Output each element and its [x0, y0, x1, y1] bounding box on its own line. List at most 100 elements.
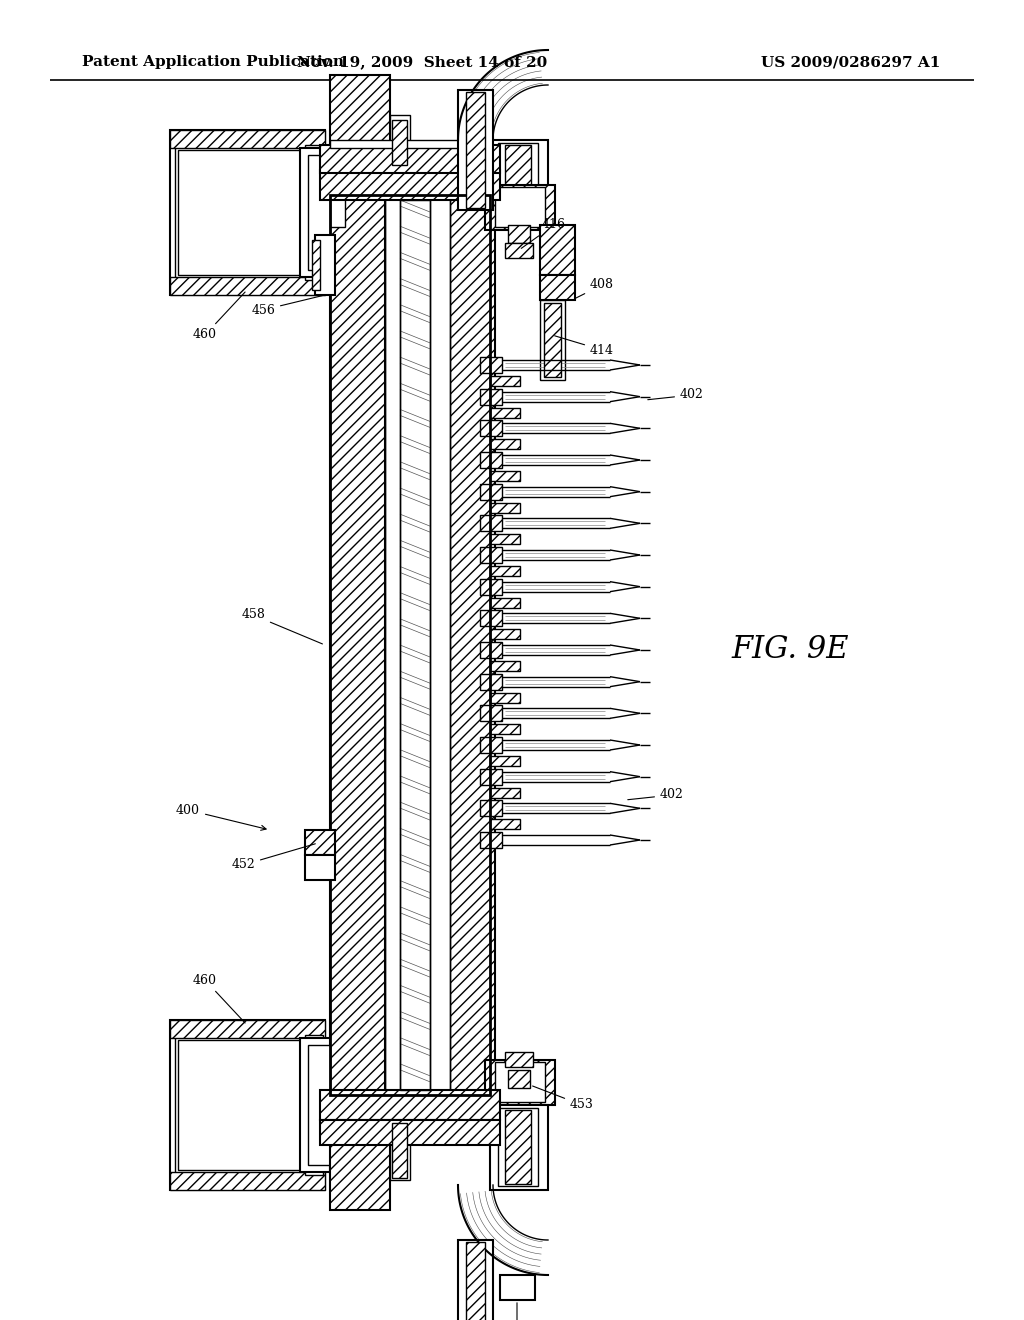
Bar [308, 1045, 330, 1166]
Bar [480, 832, 502, 847]
Text: 456: 456 [251, 296, 323, 317]
Bar [508, 1071, 530, 1088]
Bar [458, 90, 493, 210]
Bar [490, 471, 520, 480]
Bar [305, 145, 323, 280]
Bar [170, 1020, 325, 1038]
Text: 458: 458 [241, 609, 323, 644]
Bar [319, 145, 500, 173]
Bar [480, 705, 502, 721]
Bar [480, 737, 502, 752]
Bar [175, 135, 319, 290]
Bar [319, 197, 345, 227]
Text: 414: 414 [555, 335, 614, 356]
Text: 408: 408 [574, 279, 614, 298]
Bar [178, 1040, 317, 1170]
Bar [390, 1119, 410, 1180]
Text: 404: 404 [505, 1303, 529, 1320]
Text: FIG. 9E: FIG. 9E [731, 635, 849, 665]
Bar [490, 140, 548, 224]
Bar [490, 725, 520, 734]
Bar [490, 788, 520, 797]
Bar [330, 75, 390, 170]
Bar [305, 1035, 323, 1175]
Bar [480, 420, 502, 437]
Bar [466, 1242, 485, 1320]
Bar [490, 820, 520, 829]
Bar [540, 275, 575, 300]
Bar [325, 249, 330, 271]
Bar [392, 120, 407, 165]
Bar [490, 503, 520, 512]
Bar [490, 408, 520, 417]
Bar [490, 1105, 548, 1191]
Bar [498, 1107, 538, 1185]
Bar [480, 673, 502, 689]
Bar [319, 1090, 500, 1119]
Bar [319, 1119, 500, 1144]
Bar [480, 642, 502, 657]
Bar [392, 1123, 407, 1177]
Text: 400: 400 [176, 804, 266, 830]
Bar [450, 195, 495, 1096]
Bar [480, 578, 502, 595]
Bar [495, 1063, 545, 1102]
Bar [325, 154, 330, 176]
Bar [480, 768, 502, 784]
Bar [170, 129, 325, 148]
Bar [490, 535, 520, 544]
Bar [505, 145, 531, 219]
Bar [485, 185, 555, 230]
Bar [490, 566, 520, 576]
Bar [544, 304, 561, 378]
Bar [480, 388, 502, 405]
Bar [170, 129, 325, 294]
Text: 402: 402 [628, 788, 684, 801]
Bar [305, 855, 335, 880]
Bar [490, 756, 520, 766]
Bar [319, 1090, 345, 1119]
Bar [540, 224, 575, 275]
Bar [508, 224, 530, 243]
Bar [325, 1045, 330, 1065]
Text: 460: 460 [193, 974, 245, 1023]
Bar [400, 201, 430, 1090]
Bar [390, 115, 410, 170]
Text: 453: 453 [532, 1086, 594, 1111]
Bar [300, 148, 330, 277]
Bar [170, 1020, 325, 1191]
Text: 416: 416 [521, 219, 566, 248]
Text: 402: 402 [648, 388, 703, 401]
Bar [330, 195, 385, 1096]
Bar [505, 1110, 531, 1184]
Bar [315, 235, 335, 294]
Bar [490, 376, 520, 385]
Bar [480, 610, 502, 626]
Bar [308, 154, 330, 271]
Bar [330, 195, 490, 1096]
Bar [490, 630, 520, 639]
Bar [325, 1144, 330, 1166]
Bar [485, 1060, 555, 1105]
Bar [330, 140, 490, 148]
Text: 460: 460 [193, 292, 245, 342]
Text: 452: 452 [231, 843, 315, 871]
Bar [385, 195, 450, 1096]
Bar [480, 483, 502, 500]
Bar [466, 92, 485, 209]
Bar [495, 187, 545, 227]
Bar [480, 515, 502, 532]
Bar [490, 661, 520, 671]
Text: Nov. 19, 2009  Sheet 14 of 20: Nov. 19, 2009 Sheet 14 of 20 [297, 55, 547, 69]
Text: US 2009/0286297 A1: US 2009/0286297 A1 [761, 55, 940, 69]
Bar [490, 440, 520, 449]
Bar [490, 598, 520, 607]
Bar [312, 240, 319, 290]
Bar [480, 451, 502, 469]
Bar [490, 693, 520, 702]
Bar [480, 546, 502, 564]
Bar [505, 1052, 534, 1067]
Bar [175, 1026, 319, 1185]
Bar [305, 830, 335, 855]
Bar [170, 277, 325, 294]
